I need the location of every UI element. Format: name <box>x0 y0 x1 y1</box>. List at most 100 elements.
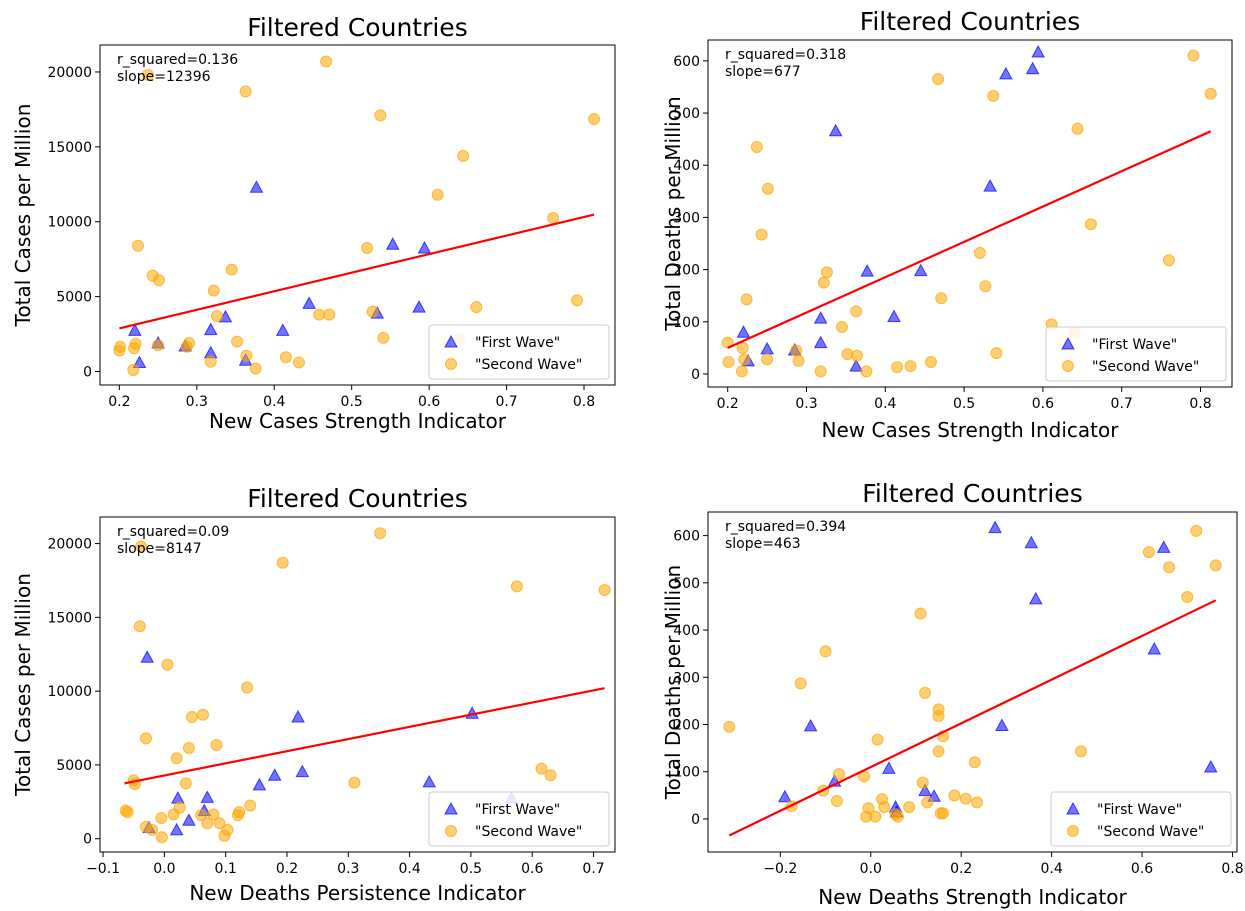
x-tick-label: 0.4 <box>263 394 285 410</box>
x-tick-label: 0.8 <box>1189 396 1211 412</box>
first-wave-point <box>913 263 928 277</box>
second-wave-point <box>221 823 234 836</box>
second-wave-point <box>904 360 917 373</box>
first-wave-point <box>813 311 828 324</box>
first-wave-point <box>169 822 184 836</box>
second-wave-point <box>510 580 523 593</box>
second-wave-point <box>152 274 165 287</box>
second-wave-point <box>133 620 146 633</box>
second-wave-point <box>544 769 557 782</box>
second-wave-point <box>891 361 904 374</box>
second-wave-point <box>121 806 134 819</box>
second-wave-point <box>850 349 863 362</box>
x-tick-label: 0.5 <box>460 861 482 877</box>
second-wave-point <box>598 584 611 597</box>
x-tick-label: 0.5 <box>341 394 363 410</box>
second-wave-point <box>1204 87 1217 100</box>
second-wave-point <box>207 808 220 821</box>
y-tick-label: 0 <box>691 367 700 383</box>
second-wave-point <box>241 681 254 694</box>
first-wave-point <box>882 761 896 774</box>
first-wave-point <box>1031 44 1046 58</box>
first-wave-point <box>182 813 196 826</box>
second-wave-point <box>279 351 292 364</box>
second-wave-point <box>152 339 165 352</box>
second-wave-point <box>1142 546 1155 559</box>
second-wave-point <box>850 305 863 318</box>
second-wave-point <box>348 776 361 789</box>
second-wave-point <box>201 817 214 830</box>
legend-circle-marker <box>445 825 457 837</box>
second-wave-point <box>738 353 751 366</box>
x-axis-label: New Cases Strength Indicator <box>822 418 1120 442</box>
y-tick-label: 5000 <box>56 290 92 306</box>
first-wave-point <box>1203 759 1218 773</box>
y-tick-label: 500 <box>673 106 700 122</box>
plot-frame <box>99 516 616 853</box>
second-wave-point <box>139 732 152 745</box>
second-wave-point <box>830 795 843 807</box>
second-wave-point <box>722 355 735 368</box>
x-tick-label: 0.8 <box>573 394 595 410</box>
legend-label: "First Wave" <box>475 335 560 351</box>
legend-circle-marker <box>445 358 457 370</box>
first-wave-point <box>778 789 792 803</box>
second-wave-point <box>735 365 748 378</box>
second-wave-point <box>1181 591 1194 603</box>
second-wave-point <box>794 677 807 690</box>
first-wave-point <box>412 300 426 313</box>
second-wave-point <box>244 799 257 812</box>
second-wave-point <box>571 294 584 307</box>
chart-panel-cases-vs-strength: Filtered Countries 0.2 0.3 0.4 0.5 0.6 0.7 0.8 0… <box>0 0 622 455</box>
second-wave-point <box>979 280 992 293</box>
chart-panel-deaths-vs-strength: Filtered Countries 0.2 0.3 0.4 0.5 0.6 0.7 0.8 0… <box>622 0 1245 455</box>
slope-text: slope=12396 <box>117 69 211 85</box>
second-wave-point <box>968 756 981 769</box>
second-wave-point <box>131 239 144 252</box>
second-wave-point <box>374 109 387 122</box>
x-tick-label: 0.4 <box>398 861 420 877</box>
first-wave-point <box>828 123 843 137</box>
second-wave-point <box>740 293 753 306</box>
y-axis-label: Total Cases per Million <box>11 104 35 328</box>
first-wave-point <box>803 718 818 732</box>
x-tick-label: 0.6 <box>521 861 543 877</box>
y-tick-label: 100 <box>673 765 700 781</box>
second-wave-point <box>932 710 945 722</box>
second-wave-point <box>1163 561 1176 574</box>
second-wave-point <box>210 310 223 323</box>
first-wave-point <box>995 718 1009 731</box>
first-wave-point <box>813 335 828 349</box>
y-tick-label: 10000 <box>47 684 92 700</box>
legend-label: "Second Wave" <box>475 357 582 373</box>
legend-triangle-marker <box>444 334 458 348</box>
second-wave-point <box>1075 745 1088 758</box>
second-wave-point <box>204 355 217 368</box>
second-wave-point <box>916 776 929 789</box>
y-tick-label: 200 <box>673 263 700 279</box>
legend-box <box>1050 791 1232 847</box>
second-wave-point <box>937 807 950 820</box>
x-tick-label: 0.2 <box>717 396 739 412</box>
first-wave-point <box>1028 591 1043 605</box>
y-tick-label: 300 <box>673 670 700 686</box>
legend-label: "Second Wave" <box>475 824 582 840</box>
second-wave-point <box>155 831 168 844</box>
x-tick-label: 0.1 <box>215 861 237 877</box>
x-tick-label: 0.4 <box>1040 861 1062 877</box>
legend-box <box>1045 326 1227 382</box>
second-wave-point <box>374 527 387 540</box>
second-wave-point <box>197 708 209 721</box>
y-tick-label: 0 <box>83 365 92 381</box>
second-wave-point <box>1190 524 1203 537</box>
second-wave-point <box>814 365 827 378</box>
legend-triangle-marker <box>444 801 458 815</box>
second-wave-point <box>1084 218 1097 231</box>
x-tick-label: 0.7 <box>1111 396 1133 412</box>
first-wave-point <box>1156 540 1171 553</box>
first-wave-point <box>252 777 267 791</box>
first-wave-point <box>295 764 310 778</box>
second-wave-point <box>129 337 142 350</box>
first-wave-point <box>132 355 147 369</box>
second-wave-point <box>431 188 444 201</box>
